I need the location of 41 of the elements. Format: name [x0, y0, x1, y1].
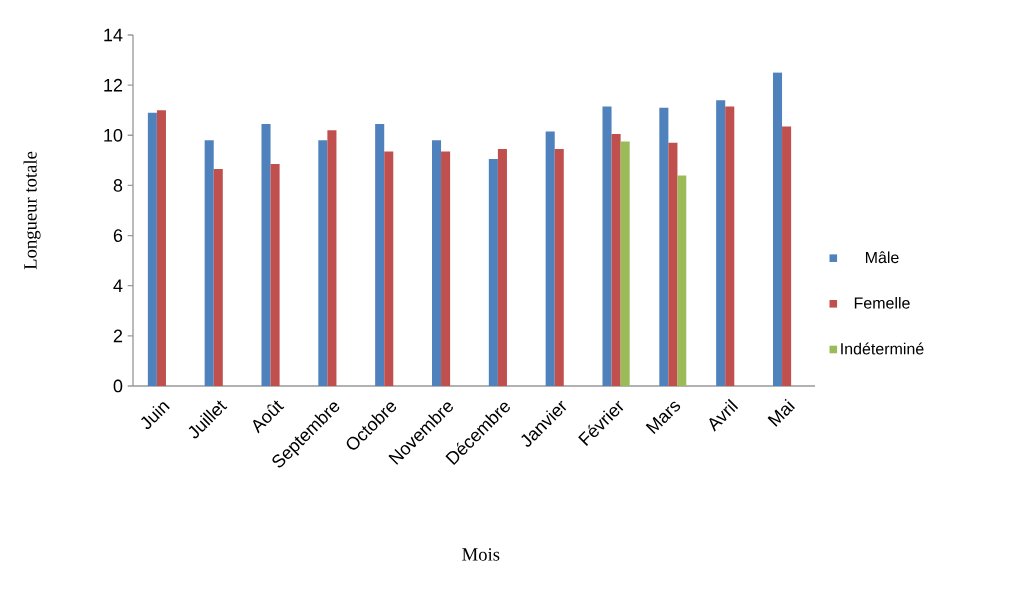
legend-label: Mâle — [865, 251, 899, 264]
bar — [441, 151, 451, 386]
bar — [554, 149, 564, 386]
bar — [375, 123, 385, 386]
y-tick-label: 14 — [104, 28, 123, 42]
bar — [488, 159, 498, 386]
y-tick-label: 0 — [113, 379, 123, 393]
y-tick-label: 12 — [104, 78, 123, 92]
y-tick-label: 2 — [113, 329, 123, 343]
bar — [782, 126, 792, 386]
bar — [270, 164, 280, 386]
bar — [668, 142, 678, 386]
bar — [620, 141, 630, 386]
bar — [213, 169, 223, 386]
bar — [545, 131, 555, 386]
bar — [384, 151, 394, 386]
y-tick-label: 6 — [113, 229, 123, 242]
bar — [659, 107, 669, 386]
bar — [772, 72, 783, 386]
y-tick-label: 4 — [113, 279, 123, 292]
y-tick-label: 8 — [113, 179, 123, 192]
y-tick-label: 10 — [104, 128, 123, 142]
bar — [611, 134, 621, 386]
y-axis-title: Longueur totale — [23, 151, 41, 270]
x-tick-label: Mai — [767, 398, 795, 427]
bar — [204, 140, 214, 386]
bar — [716, 100, 726, 386]
bar — [147, 112, 157, 386]
bar — [261, 123, 271, 386]
bar — [602, 106, 612, 386]
legend-label: Indéterminé — [841, 342, 924, 355]
bar — [677, 175, 687, 386]
legend-label: Femelle — [854, 297, 910, 309]
bar — [431, 140, 442, 386]
bar — [156, 110, 166, 386]
x-tick-label: Juin — [141, 402, 170, 430]
bar — [327, 130, 337, 386]
bar — [497, 149, 507, 386]
bar — [318, 140, 328, 386]
bar — [725, 106, 735, 386]
x-axis-title: Mois — [462, 548, 500, 561]
